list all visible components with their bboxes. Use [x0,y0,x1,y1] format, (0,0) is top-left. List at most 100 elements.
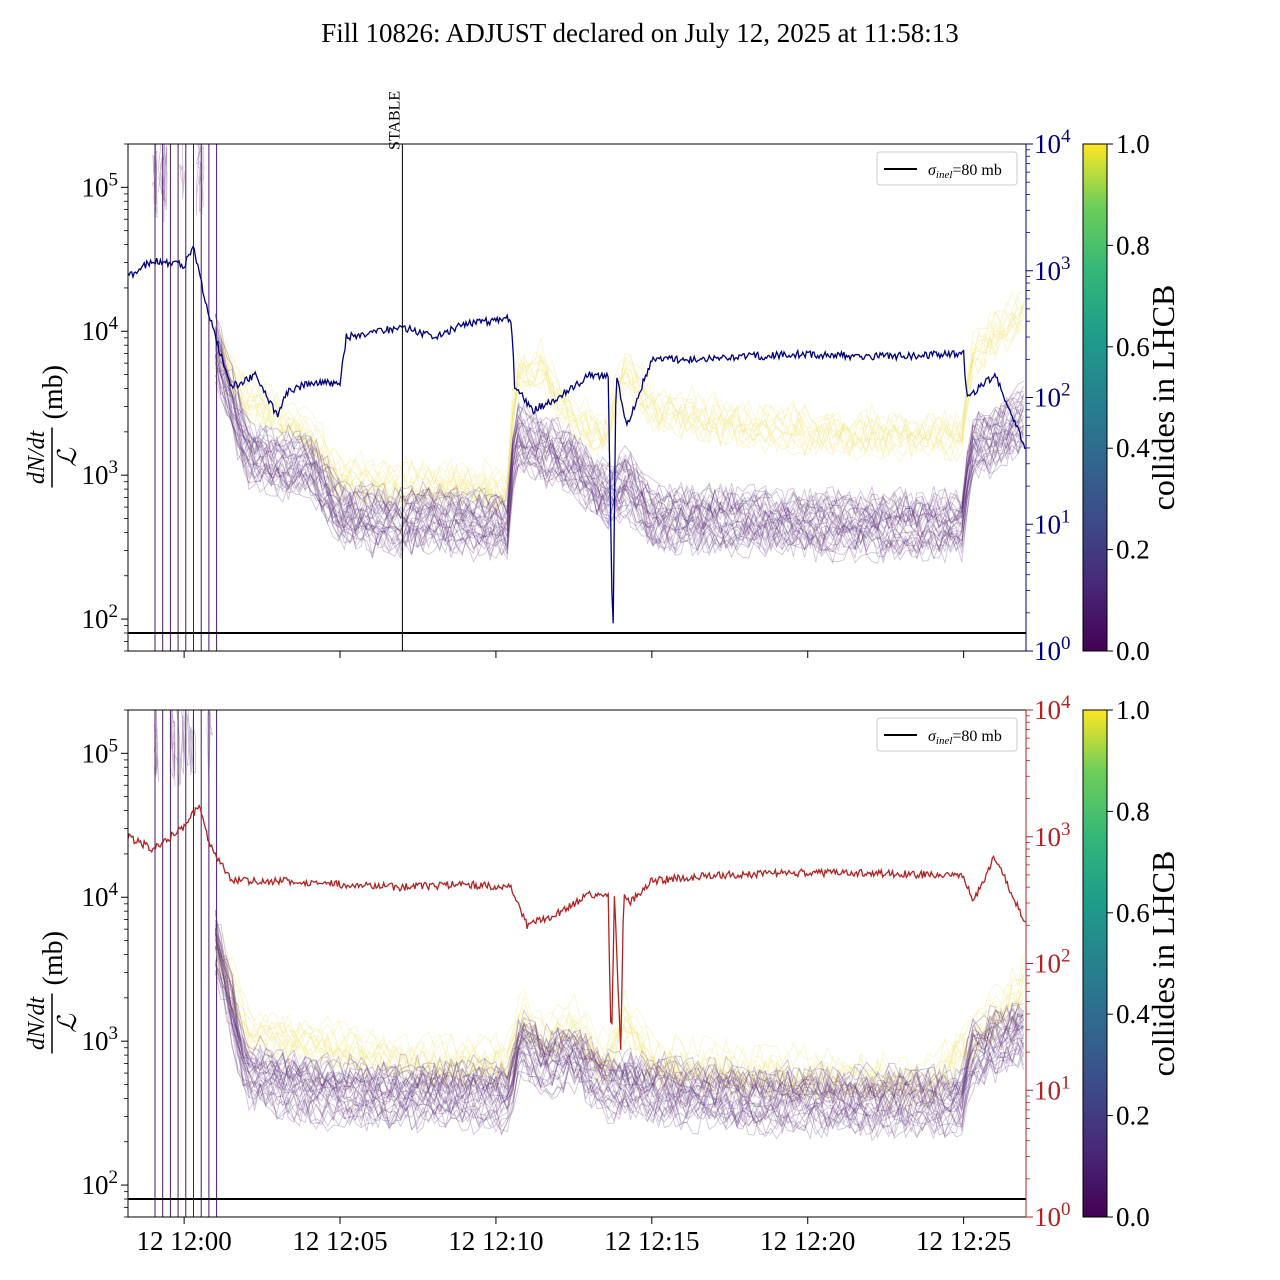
right-axis-series [128,803,1026,1050]
left-tick-label: 102 [82,601,119,634]
non-colliding-bunch-trace [214,347,1024,537]
colliding-bunch-trace [214,925,1024,1079]
non-colliding-bunch-trace [214,381,1024,565]
colliding-bunch-trace [214,307,1024,504]
non-colliding-bunch-trace [214,326,1024,528]
top-panel: STABLE 102 103 104 105 100 101 102 103 104 dN/dt ℒ (… [24,91,1181,666]
x-tick-label: 12 12:15 [604,1226,699,1256]
left-tick-label: 104 [82,879,119,912]
non-colliding-bunch-trace [214,937,1024,1129]
non-colliding-bunch-trace [214,945,1024,1113]
non-colliding-bunch-trace [214,910,1024,1100]
non-colliding-bunch-trace [215,948,1024,1113]
colliding-bunch-trace [214,947,1024,1107]
injection-trace [198,144,205,213]
colliding-bunch-trace [214,950,1024,1109]
non-colliding-bunch-trace [214,939,1024,1128]
legend-box [876,151,1018,186]
plot-area [128,144,1026,651]
right-tick-label: 103 [1034,819,1071,852]
non-colliding-bunch-trace [214,355,1024,561]
colliding-bunch-trace [215,300,1024,505]
y-label-numerator: dN/dt [24,995,50,1050]
non-colliding-bunch-trace [214,360,1024,552]
colorbar-tick-label: 0.2 [1116,1101,1150,1131]
injection-trace [186,710,192,776]
non-colliding-bunch-trace [214,336,1024,541]
non-colliding-bunch-trace [214,313,1024,522]
left-tick-label: 102 [82,1167,119,1200]
non-colliding-bunch-trace [214,335,1024,533]
colorbar-tick-label: 0.0 [1116,1202,1150,1232]
non-colliding-bunch-trace [214,938,1024,1114]
y-label-denominator: ℒ [53,1013,82,1033]
injection-trace [195,144,203,215]
non-colliding-bunch-trace [214,923,1024,1104]
injection-trace [179,710,184,785]
non-colliding-bunch-trace [214,314,1024,522]
non-colliding-bunch-trace [214,933,1024,1102]
injection-trace [153,144,158,215]
axes-frame [127,709,1027,1218]
x-axis [183,651,965,658]
non-colliding-bunch-trace [214,945,1024,1120]
non-colliding-bunch-trace [214,946,1024,1111]
left-tick-label: 103 [82,457,119,490]
non-colliding-bunch-trace [214,345,1024,545]
colliding-bunch-trace [214,309,1024,508]
x-tick-label: 12 12:25 [916,1226,1011,1256]
right-tick-label: 104 [1034,692,1071,725]
right-tick-label: 102 [1034,380,1071,413]
non-colliding-bunch-trace [214,919,1024,1100]
right-tick-label: 101 [1034,506,1071,539]
plot-area [128,710,1026,1217]
non-colliding-bunch-trace [214,336,1024,525]
legend: σinel=80 mb [876,717,1018,752]
injection-trace [162,144,168,223]
right-tick-label: 101 [1034,1072,1071,1105]
injection-trace [153,710,159,790]
non-colliding-bunch-trace [214,353,1024,561]
right-tick-label: 104 [1034,126,1071,159]
non-colliding-bunch-trace [214,970,1024,1139]
left-axis: 102 103 104 105 [82,143,128,652]
injection-trace [206,710,213,783]
non-colliding-bunch-trace [214,328,1024,539]
colorbar-tick-label: 0.6 [1116,898,1150,928]
non-colliding-bunch-trace [214,933,1024,1112]
non-colliding-bunch-trace [214,926,1024,1105]
injection-trace [173,710,181,787]
right-tick-label: 102 [1034,946,1071,979]
x-axis: 12 12:00 12 12:05 12 12:10 12 12:15 12 12:20… [136,1217,1011,1256]
right-tick-label: 103 [1034,253,1071,286]
right-axis-series [128,245,1026,624]
non-colliding-bunch-trace [214,959,1024,1129]
non-colliding-bunch-trace [214,362,1024,556]
non-colliding-bunch-trace [214,919,1024,1095]
non-colliding-bunch-trace [215,341,1024,528]
legend-label: σinel=80 mb [928,162,1002,181]
injection-trace [170,710,175,777]
non-colliding-bunch-trace [214,361,1024,555]
colorbar-gradient [1082,709,1108,1218]
colliding-bunch-trace [214,305,1024,512]
colorbar: 0.0 0.2 0.4 0.6 0.8 1.0 collides in LHCB [1082,129,1181,666]
injection-trace [153,710,159,782]
colorbar-tick-label: 0.8 [1116,796,1150,826]
colliding-bunch-trace [215,319,1024,516]
colorbar-label: collides in LHCB [1145,851,1181,1077]
non-colliding-bunch-trace [214,964,1024,1136]
non-colliding-bunch-trace [214,348,1024,540]
non-colliding-bunch-trace [215,366,1024,553]
injection-trace [157,144,164,201]
non-colliding-bunch-trace [214,927,1024,1115]
non-colliding-bunch-trace [214,927,1024,1121]
figure-title: Fill 10826: ADJUST declared on July 12, … [321,18,959,48]
x-tick-label: 12 12:20 [760,1226,855,1256]
non-colliding-bunch-trace [215,343,1024,529]
left-tick-label: 103 [82,1023,119,1056]
injection-trace [152,144,158,213]
y-label-unit: (mb) [38,365,69,419]
